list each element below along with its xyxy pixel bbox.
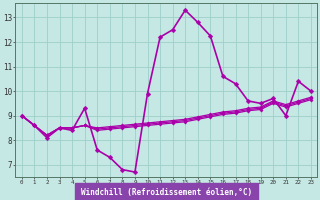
X-axis label: Windchill (Refroidissement éolien,°C): Windchill (Refroidissement éolien,°C) bbox=[81, 188, 252, 197]
